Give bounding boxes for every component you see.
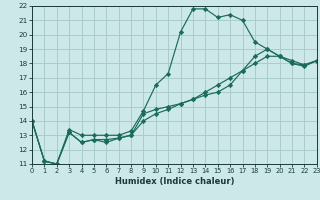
- X-axis label: Humidex (Indice chaleur): Humidex (Indice chaleur): [115, 177, 234, 186]
